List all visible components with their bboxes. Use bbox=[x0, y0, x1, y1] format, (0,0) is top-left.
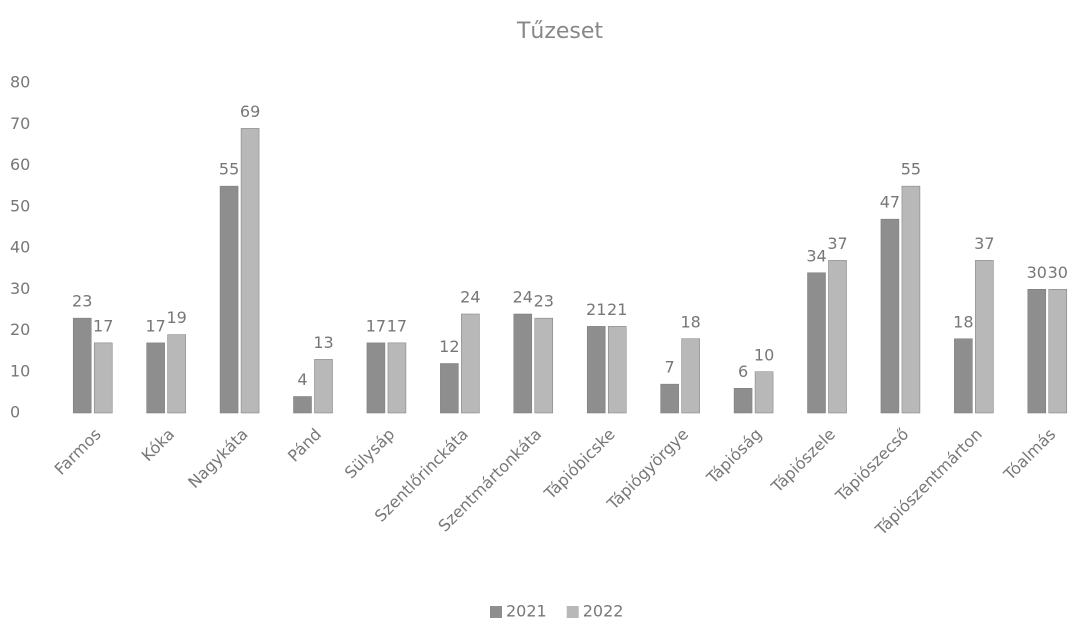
data-label: 37 bbox=[827, 234, 847, 253]
bar bbox=[366, 342, 386, 414]
data-label: 4 bbox=[297, 370, 307, 389]
bar bbox=[828, 260, 847, 414]
data-label: 17 bbox=[145, 316, 165, 335]
data-label: 17 bbox=[387, 316, 407, 335]
y-tick-label: 40 bbox=[10, 238, 30, 257]
bar bbox=[880, 218, 900, 414]
legend-label: 2021 bbox=[506, 602, 547, 621]
data-label: 12 bbox=[439, 337, 459, 356]
bar bbox=[586, 326, 606, 414]
data-label: 34 bbox=[806, 246, 826, 265]
x-tick-label: Pánd bbox=[284, 425, 325, 466]
bar bbox=[167, 334, 186, 414]
bar bbox=[513, 313, 533, 414]
data-label: 7 bbox=[665, 358, 675, 377]
bar bbox=[901, 185, 921, 414]
x-tick-label: Tápióság bbox=[702, 425, 765, 488]
y-tick-label: 30 bbox=[10, 279, 30, 298]
y-tick-label: 20 bbox=[10, 320, 30, 339]
bar bbox=[1027, 289, 1047, 414]
bar bbox=[146, 342, 165, 414]
data-label: 37 bbox=[974, 234, 994, 253]
x-tick-label: Tápiószele bbox=[767, 425, 839, 497]
data-label: 19 bbox=[166, 308, 186, 327]
bar bbox=[607, 326, 627, 414]
data-label: 10 bbox=[754, 345, 774, 364]
x-tick-label: Kóka bbox=[138, 425, 179, 466]
bar bbox=[240, 128, 260, 414]
bar bbox=[754, 371, 774, 414]
bar bbox=[807, 272, 826, 414]
y-tick-label: 10 bbox=[10, 361, 30, 380]
bar bbox=[440, 363, 459, 414]
data-label: 55 bbox=[219, 160, 239, 179]
bar bbox=[681, 338, 700, 414]
x-tick-label: Farmos bbox=[51, 425, 105, 479]
x-tick-label: Tóalmás bbox=[999, 425, 1059, 485]
chart-title: Tűzeset bbox=[516, 19, 603, 44]
y-tick-label: 0 bbox=[10, 403, 20, 422]
data-label: 21 bbox=[586, 300, 606, 319]
data-label: 47 bbox=[880, 193, 900, 212]
bar bbox=[733, 388, 753, 414]
x-tick-label: Sülysáp bbox=[341, 425, 399, 483]
bar bbox=[93, 342, 113, 414]
bar bbox=[534, 317, 554, 414]
bar bbox=[219, 185, 239, 414]
y-tick-label: 80 bbox=[10, 73, 30, 92]
data-label: 13 bbox=[313, 333, 333, 352]
bar bbox=[387, 342, 407, 414]
data-label: 18 bbox=[680, 312, 700, 331]
legend-swatch bbox=[490, 606, 502, 618]
bar bbox=[72, 317, 92, 414]
bar bbox=[461, 313, 480, 414]
data-label: 17 bbox=[366, 316, 386, 335]
y-tick-label: 70 bbox=[10, 114, 30, 133]
bar bbox=[314, 359, 333, 414]
bar bbox=[660, 383, 679, 414]
bar bbox=[975, 260, 994, 414]
legend-swatch bbox=[566, 606, 579, 618]
bar bbox=[1048, 289, 1068, 414]
data-label: 24 bbox=[460, 288, 480, 307]
data-label: 17 bbox=[93, 316, 113, 335]
data-label: 24 bbox=[513, 288, 533, 307]
data-label: 23 bbox=[72, 292, 92, 311]
data-label: 30 bbox=[1048, 263, 1068, 282]
data-label: 6 bbox=[738, 362, 748, 381]
data-label: 55 bbox=[901, 160, 921, 179]
y-tick-label: 50 bbox=[10, 196, 30, 215]
bar bbox=[954, 338, 973, 414]
x-tick-label: Nagykáta bbox=[184, 425, 251, 492]
data-label: 69 bbox=[240, 102, 260, 121]
legend-label: 2022 bbox=[583, 602, 624, 621]
data-label: 21 bbox=[607, 300, 627, 319]
x-tick-label: Tápióbicske bbox=[540, 425, 619, 504]
data-label: 30 bbox=[1027, 263, 1047, 282]
data-label: 23 bbox=[534, 292, 554, 311]
data-label: 18 bbox=[953, 312, 973, 331]
x-tick-label: Tápiószecső bbox=[831, 425, 912, 506]
bar bbox=[293, 396, 312, 414]
y-tick-label: 60 bbox=[10, 155, 30, 174]
